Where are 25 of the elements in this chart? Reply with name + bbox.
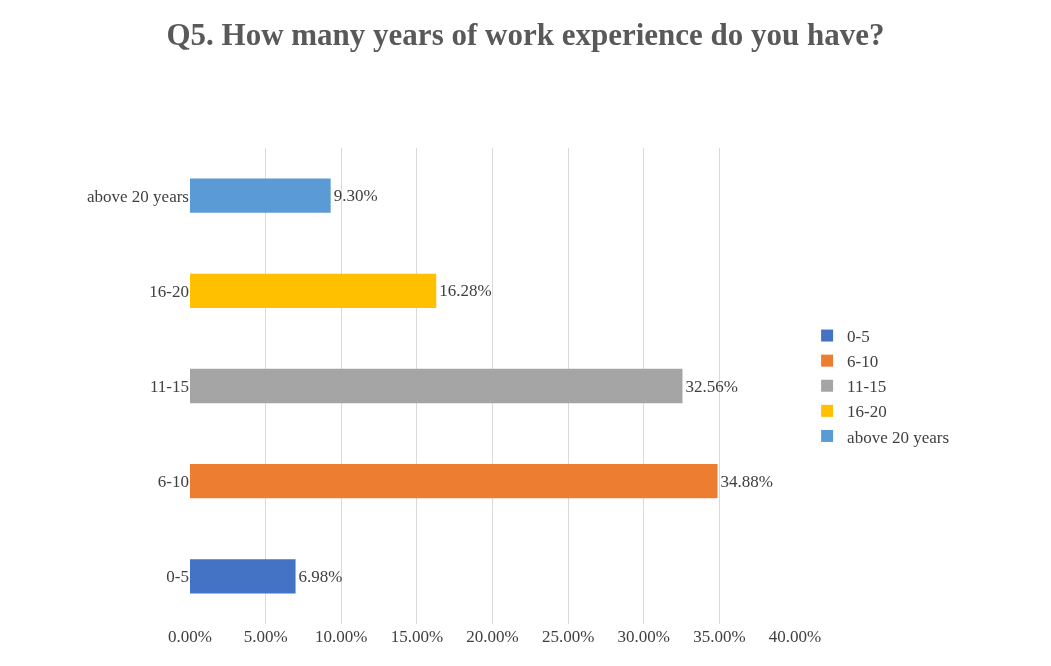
y-tick-label: 6-10 <box>157 472 189 492</box>
data-label: 32.56% <box>685 376 738 396</box>
legend-label: 0-5 <box>847 327 870 347</box>
legend-label: above 20 years <box>847 427 950 447</box>
data-label: 6.98% <box>298 566 343 586</box>
x-tick-label: 25.00% <box>541 627 595 646</box>
chart-title: Q5. How many years of work experience do you have? <box>166 17 885 53</box>
x-tick-label: 15.00% <box>390 627 444 646</box>
x-tick-label: 35.00% <box>693 627 746 646</box>
legend-label: 16-20 <box>847 402 887 422</box>
x-tick-label: 5.00% <box>243 627 288 646</box>
legend-label: 11-15 <box>847 377 887 397</box>
data-label: 9.30% <box>333 186 378 206</box>
x-tick-label: 20.00% <box>466 627 519 646</box>
x-tick-label: 30.00% <box>617 627 670 646</box>
y-tick-label: 0-5 <box>166 567 189 587</box>
y-tick-label: 11-15 <box>149 376 189 396</box>
legend-label: 6-10 <box>847 352 879 372</box>
x-tick-label: 40.00% <box>768 627 822 646</box>
x-tick-label: 0.00% <box>168 627 212 646</box>
data-label: 16.28% <box>439 281 492 301</box>
y-tick-label: 16-20 <box>149 281 189 301</box>
x-tick-label: 10.00% <box>315 627 368 646</box>
data-label: 34.88% <box>720 471 773 491</box>
y-tick-label: above 20 years <box>87 186 189 206</box>
